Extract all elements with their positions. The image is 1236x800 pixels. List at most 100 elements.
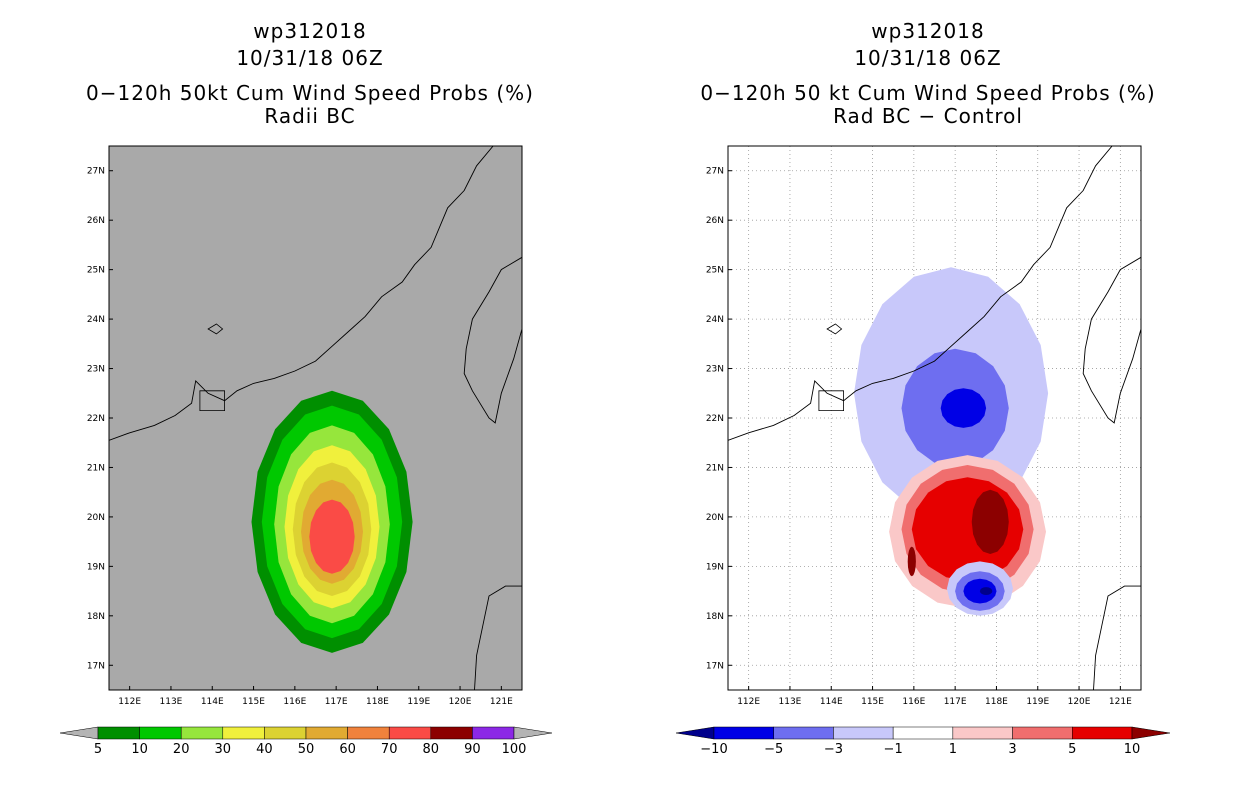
left-chart-title: 0−120h 50kt Cum Wind Speed Probs (%) [86,81,534,105]
colorbar-label: 70 [381,742,398,757]
x-tick-label: 113E [160,697,183,707]
colorbar-label: −10 [700,742,727,757]
colorbar-label: 40 [256,742,273,757]
colorbar-box [1012,726,1073,740]
left-storm-id: wp312018 [253,19,367,43]
x-tick-label: 117E [944,697,967,707]
colorbar-box [952,726,1013,740]
x-tick-label: 117E [325,697,348,707]
hong-kong-outline [818,390,844,411]
colorbar-label: 3 [1008,742,1016,757]
y-tick-label: 25N [87,266,105,276]
y-tick-label: 27N [706,167,724,177]
contour-level--10 [979,587,993,595]
left-datetime: 10/31/18 06Z [236,46,384,70]
y-tick-label: 24N [706,315,724,325]
colorbar-label: 10 [1124,742,1141,757]
colorbar-label: 10 [131,742,148,757]
x-tick-label: 112E [737,697,760,707]
colorbar-box [222,726,265,740]
y-tick-label: 21N [87,463,105,473]
y-tick-label: 20N [87,513,105,523]
colorbar-low-arrow [59,726,99,740]
colorbar-box [472,726,515,740]
x-tick-label: 114E [201,697,224,707]
x-tick-label: 118E [985,697,1008,707]
x-tick-label: 121E [1109,697,1132,707]
right-chart-title-block: wp312018 10/31/18 06Z 0−120h 50 kt Cum W… [678,18,1178,130]
y-tick-label: 22N [706,414,724,424]
x-tick-label: 116E [902,697,925,707]
colorbar-low-arrow [675,726,715,740]
y-tick-label: 26N [87,216,105,226]
colorbar-label: 30 [215,742,232,757]
coastline-0 [728,146,1113,441]
y-tick-label: 23N [87,365,105,375]
y-tick-label: 27N [87,167,105,177]
x-tick-label: 112E [118,697,141,707]
x-tick-label: 113E [779,697,802,707]
right-chart-subtitle: Rad BC − Control [833,104,1023,128]
island-outline [207,323,224,335]
colorbar-high-arrow [1131,726,1171,740]
y-tick-label: 26N [706,216,724,226]
colorbar-box [1072,726,1133,740]
left-chart-title-block: wp312018 10/31/18 06Z 0−120h 50kt Cum Wi… [60,18,560,130]
contour-level--5 [940,388,987,428]
left-chart-subtitle: Radii BC [264,104,356,128]
y-tick-label: 17N [706,661,724,671]
island-outline [826,323,843,335]
colorbar-label: 100 [502,742,527,757]
x-tick-label: 114E [820,697,843,707]
colorbar-label: 5 [1068,742,1076,757]
right-datetime: 10/31/18 06Z [854,46,1002,70]
colorbar-label: −3 [824,742,843,757]
map-content [728,146,1141,690]
y-tick-label: 18N [706,612,724,622]
colorbar-box [139,726,182,740]
contour-level-10 [971,489,1009,554]
x-tick-label: 118E [366,697,389,707]
coastline-2 [1093,585,1141,690]
x-tick-label: 120E [1068,697,1091,707]
x-tick-label: 120E [449,697,472,707]
y-tick-label: 24N [87,315,105,325]
y-tick-label: 17N [87,661,105,671]
colorbar-label: 90 [464,742,481,757]
coastline-1 [1082,256,1141,424]
colorbar: −10 −5 −3 −1 1 3 5 10 [675,726,1171,757]
y-tick-label: 20N [706,513,724,523]
colorbar-label: −5 [764,742,783,757]
map-content [109,146,522,690]
right-chart-title: 0−120h 50 kt Cum Wind Speed Probs (%) [700,81,1156,105]
y-tick-label: 21N [706,463,724,473]
y-tick-label: 25N [706,266,724,276]
x-tick-label: 115E [242,697,265,707]
coastline-0 [109,146,494,441]
x-tick-label: 121E [490,697,513,707]
chart-panel-1: 112E 113E 114E 115E 116E 117E 118E 119E 120E 121E… [675,145,1171,757]
x-tick-label: 116E [283,697,306,707]
colorbar: 5 10 20 30 40 50 60 70 80 90 100 [59,726,553,757]
y-tick-label: 19N [706,562,724,572]
colorbar-box [347,726,390,740]
contour-level-10 [907,546,916,577]
x-tick-label: 115E [861,697,884,707]
colorbar-box [892,726,954,740]
colorbar-label: 20 [173,742,190,757]
colorbar-box [773,726,834,740]
y-tick-label: 19N [87,562,105,572]
hong-kong-outline [199,390,225,411]
colorbar-label: 50 [298,742,315,757]
colorbar-label: −1 [884,742,903,757]
colorbar-box [713,726,774,740]
coastline-2 [474,585,522,690]
chart-panel-0: 112E 113E 114E 115E 116E 117E 118E 119E 120E 121E… [59,145,553,757]
colorbar-label: 5 [94,742,102,757]
right-storm-id: wp312018 [871,19,985,43]
coastline-1 [463,256,522,424]
y-tick-label: 18N [87,612,105,622]
x-tick-label: 119E [1026,697,1049,707]
colorbar-box [97,726,140,740]
